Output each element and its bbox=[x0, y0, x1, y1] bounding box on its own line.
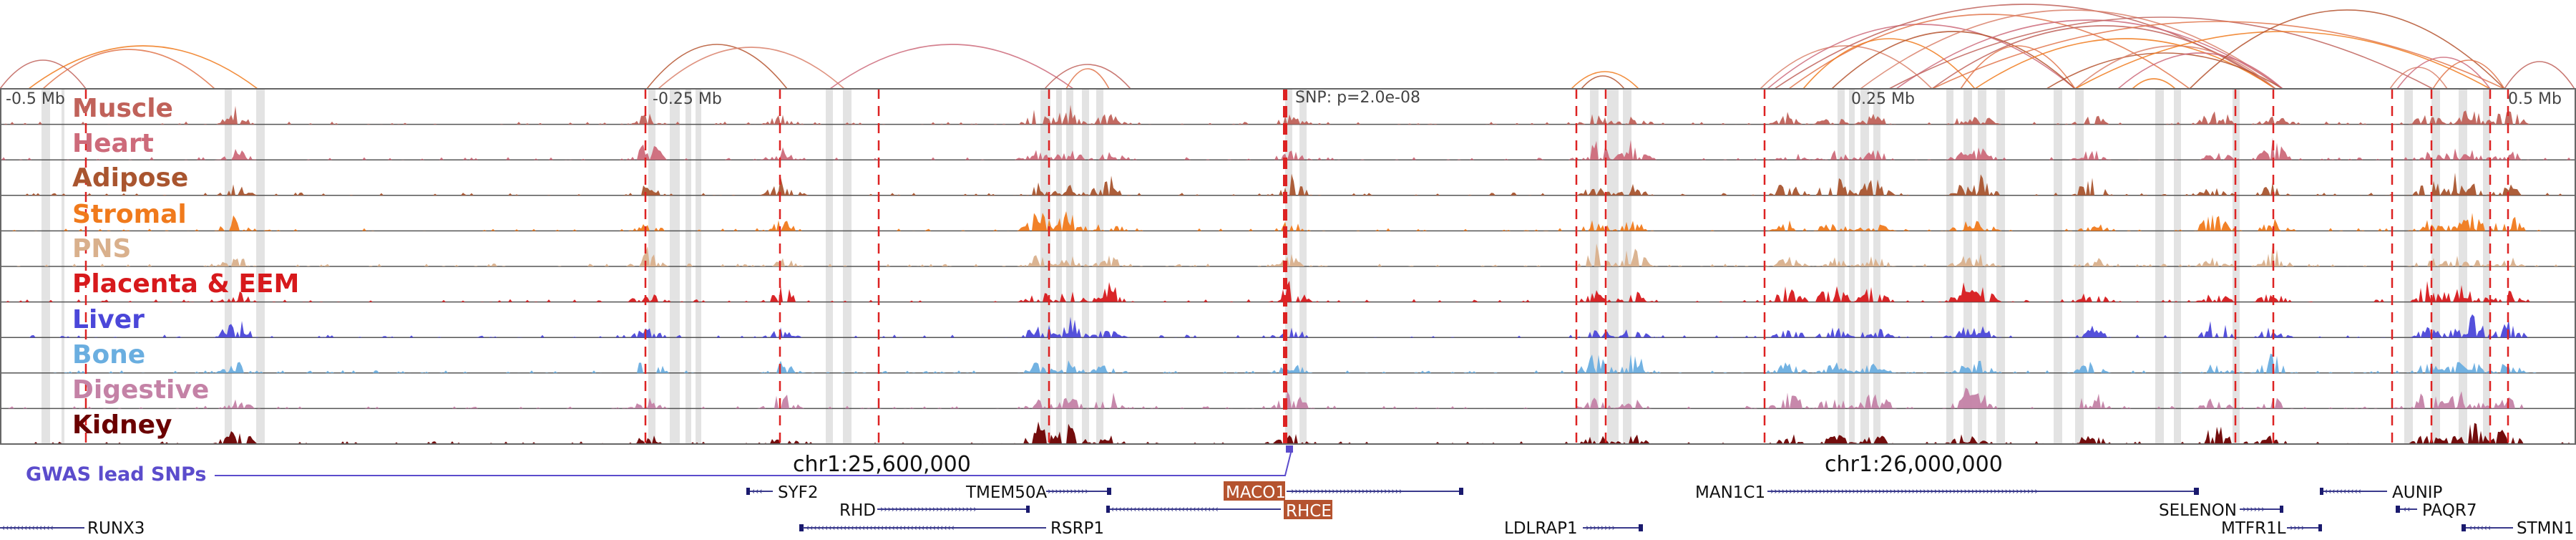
track-label-adipose: Adipose bbox=[72, 163, 188, 193]
svg-text:››››››››: ›››››››› bbox=[1586, 523, 1616, 534]
tracks-frame bbox=[0, 88, 2576, 445]
gene-label-ldlrap1: LDLRAP1 bbox=[1504, 519, 1578, 537]
snp-pvalue-label: SNP: p=2.0e-08 bbox=[1295, 89, 1420, 107]
gene-highlight-rhce bbox=[1284, 500, 1332, 519]
signal-track-7 bbox=[1, 353, 2575, 374]
gene-syf2[interactable]: ‹‹‹ SYF2 bbox=[746, 483, 819, 502]
signal-track-3 bbox=[1, 211, 2575, 232]
signal-track-0 bbox=[1, 105, 2575, 125]
track-label-kidney: Kidney bbox=[72, 410, 172, 440]
track-label-bone: Bone bbox=[72, 340, 145, 370]
gene-maco1[interactable]: MACO1 ›››››››››››››››››››››››››››››› bbox=[1224, 481, 1463, 502]
gene-label-maco1: MACO1 bbox=[1226, 483, 1286, 502]
peak-marker-lines bbox=[84, 89, 2509, 444]
coord-label-left: chr1:25,600,000 bbox=[793, 452, 971, 477]
gene-ldlrap1[interactable]: LDLRAP1 ›››››››› bbox=[1504, 519, 1643, 538]
svg-text:›››››››››››: ››››››››››› bbox=[1048, 486, 1088, 497]
gwas-snp-marker[interactable] bbox=[1286, 445, 1293, 453]
gene-label-rhce: RHCE bbox=[1286, 502, 1332, 521]
track-label-liver: Liver bbox=[72, 305, 145, 334]
gene-label-man1c1: MAN1C1 bbox=[1695, 483, 1765, 502]
signal-track-2 bbox=[1, 173, 2575, 196]
svg-text:‹‹: ‹‹ bbox=[2403, 504, 2410, 515]
gene-label-rsrp1: RSRP1 bbox=[1050, 519, 1104, 537]
gene-highlight-maco1 bbox=[1224, 481, 1285, 501]
gene-label-aunip: AUNIP bbox=[2392, 483, 2443, 502]
gene-label-selenon: SELENON bbox=[2159, 501, 2237, 520]
svg-text:››››››: ›››››› bbox=[2243, 504, 2265, 515]
gene-label-syf2: SYF2 bbox=[778, 483, 819, 502]
coordinate-labels: chr1:25,600,000 chr1:26,000,000 bbox=[793, 452, 2003, 477]
signal-track-5 bbox=[1, 281, 2575, 303]
gene-label-tmem50a: TMEM50A bbox=[965, 483, 1048, 502]
track-label-stromal: Stromal bbox=[72, 200, 187, 229]
gene-label-runx3: RUNX3 bbox=[87, 519, 145, 537]
svg-text:‹‹‹‹‹‹‹‹‹‹‹‹‹‹‹‹‹‹‹‹‹‹‹‹‹‹‹‹‹‹: ‹‹‹‹‹‹‹‹‹‹‹‹‹‹‹‹‹‹‹‹‹‹‹‹‹‹‹‹‹‹‹‹‹‹‹‹‹‹‹‹ bbox=[806, 523, 955, 534]
gene-aunip[interactable]: ‹‹‹‹‹‹‹‹‹‹ AUNIP bbox=[2320, 483, 2443, 502]
track-label-placenta-eem: Placenta & EEM bbox=[72, 269, 299, 299]
svg-text:››››››››››››››››››››››››››: ›››››››››››››››››››››››››› bbox=[880, 504, 977, 515]
gene-selenon[interactable]: SELENON ›››››› bbox=[2159, 501, 2283, 520]
svg-text:‹‹‹‹‹‹: ‹‹‹‹‹‹ bbox=[2469, 523, 2491, 534]
gwas-track: GWAS lead SNPs bbox=[26, 445, 1293, 486]
gene-annotation-track: ‹‹‹ SYF2 ››››››››››› TMEM50A MACO1 ›››››… bbox=[0, 481, 2574, 538]
signal-track-8 bbox=[1, 387, 2575, 410]
gene-label-mtfr1l: MTFR1L bbox=[2221, 519, 2286, 537]
svg-text:‹‹‹: ‹‹‹ bbox=[751, 486, 763, 497]
track-label-heart: Heart bbox=[72, 129, 154, 158]
svg-text:‹‹‹‹‹‹‹‹‹‹‹‹‹‹‹‹‹‹‹‹‹‹‹‹‹‹‹‹‹: ‹‹‹‹‹‹‹‹‹‹‹‹‹‹‹‹‹‹‹‹‹‹‹‹‹‹‹‹‹ bbox=[1111, 504, 1219, 515]
signal-track-1 bbox=[1, 138, 2575, 160]
svg-text:››››: ›››› bbox=[2290, 523, 2305, 534]
scale-bar: -0.5 Mb -0.25 Mb SNP: p=2.0e-08 0.25 Mb … bbox=[6, 89, 2562, 108]
chromatin-loop-arcs bbox=[0, 4, 2575, 90]
gene-man1c1[interactable]: MAN1C1 ›››››››››››››››››››››››››››››››››… bbox=[1695, 483, 2199, 502]
gene-rhd[interactable]: RHD ›››››››››››››››››››››››››› bbox=[839, 501, 1030, 520]
scale-tick-plus-0-25: 0.25 Mb bbox=[1851, 90, 1915, 108]
gene-rsrp1[interactable]: ‹‹‹‹‹‹‹‹‹‹‹‹‹‹‹‹‹‹‹‹‹‹‹‹‹‹‹‹‹‹‹‹‹‹‹‹‹‹‹‹… bbox=[799, 519, 1104, 538]
track-label-muscle: Muscle bbox=[72, 94, 173, 123]
svg-text:‹‹‹‹‹‹‹‹‹‹: ‹‹‹‹‹‹‹‹‹‹ bbox=[2324, 486, 2361, 497]
scale-tick-plus-0-5: 0.5 Mb bbox=[2508, 90, 2562, 108]
scale-tick-minus-0-25: -0.25 Mb bbox=[653, 90, 722, 108]
signal-track-4 bbox=[1, 243, 2575, 267]
gene-tmem50a[interactable]: ››››››››››› TMEM50A bbox=[965, 483, 1111, 502]
scale-tick-minus-0-5: -0.5 Mb bbox=[6, 90, 65, 108]
gwas-connector bbox=[215, 449, 1292, 476]
gwas-track-label: GWAS lead SNPs bbox=[26, 463, 206, 486]
track-label-pns: PNS bbox=[72, 234, 131, 264]
gene-runx3[interactable]: ‹‹‹‹‹‹‹‹‹‹‹‹‹‹ RUNX3 bbox=[0, 519, 145, 538]
gene-rhce[interactable]: ‹‹‹‹‹‹‹‹‹‹‹‹‹‹‹‹‹‹‹‹‹‹‹‹‹‹‹‹‹ RHCE bbox=[1106, 500, 1332, 521]
track-labels: Muscle Heart Adipose Stromal PNS Placent… bbox=[72, 94, 299, 440]
gene-label-paqr7: PAQR7 bbox=[2422, 501, 2477, 520]
svg-text:››››››››››››››››››››››››››››››: ›››››››››››››››››››››››››››››› bbox=[1291, 486, 1402, 497]
gene-label-stmn1: STMN1 bbox=[2517, 519, 2574, 537]
svg-text:‹‹‹‹‹‹‹‹‹‹‹‹‹‹: ‹‹‹‹‹‹‹‹‹‹‹‹‹‹ bbox=[1, 523, 54, 534]
track-label-digestive: Digestive bbox=[72, 375, 209, 405]
svg-text:››››››››››››››››››››››››››››››: ››››››››››››››››››››››››››››››››››››››››… bbox=[1770, 486, 2038, 497]
gene-mtfr1l[interactable]: MTFR1L ›››› bbox=[2221, 519, 2322, 538]
gene-stmn1[interactable]: ‹‹‹‹‹‹ STMN1 bbox=[2462, 519, 2574, 538]
coord-label-right: chr1:26,000,000 bbox=[1825, 452, 2003, 477]
gene-label-rhd: RHD bbox=[839, 501, 876, 520]
gene-paqr7[interactable]: ‹‹ PAQR7 bbox=[2396, 501, 2477, 520]
